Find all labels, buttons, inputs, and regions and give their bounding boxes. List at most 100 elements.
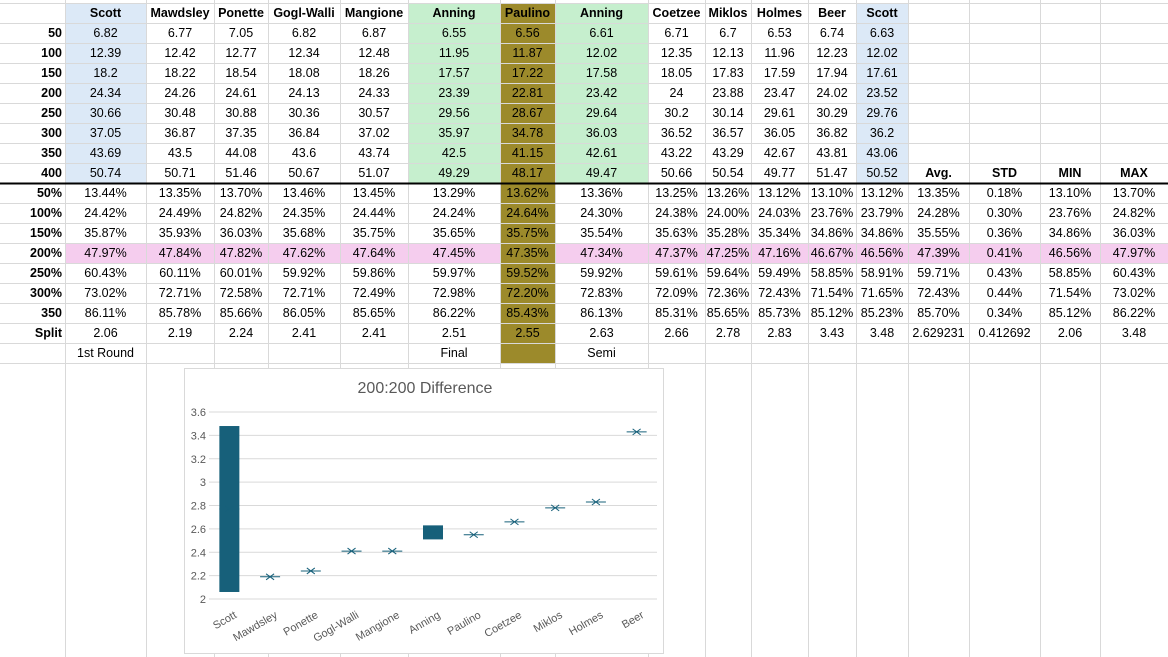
stats-header-max[interactable]: MAX — [1120, 166, 1148, 180]
time-cell[interactable]: 23.88 — [712, 86, 744, 100]
pct-cell[interactable]: 0.18% — [986, 186, 1023, 200]
time-cell[interactable]: 37.35 — [225, 126, 257, 140]
time-cell[interactable]: 18.08 — [288, 66, 320, 80]
time-cell[interactable]: 18.05 — [660, 66, 693, 80]
time-cell[interactable]: 29.64 — [585, 106, 618, 120]
pct-cell[interactable]: 35.63% — [655, 226, 698, 240]
pct-cell[interactable]: 35.68% — [282, 226, 326, 240]
row-label-250[interactable]: 250 — [41, 106, 62, 120]
time-cell[interactable]: 6.71 — [664, 26, 689, 40]
time-cell[interactable]: 49.47 — [585, 166, 618, 180]
time-cell[interactable]: 30.29 — [816, 106, 848, 120]
pct-cell[interactable]: 86.22% — [1112, 306, 1156, 320]
header-beer[interactable]: Beer — [818, 6, 846, 20]
time-cell[interactable]: 12.77 — [225, 46, 257, 60]
time-cell[interactable]: 30.36 — [288, 106, 320, 120]
time-cell[interactable]: 6.53 — [767, 26, 792, 40]
time-cell[interactable]: 17.83 — [712, 66, 744, 80]
pct-cell[interactable]: 59.64% — [706, 266, 750, 280]
time-cell[interactable]: 18.54 — [225, 66, 257, 80]
time-cell[interactable]: 49.77 — [763, 166, 796, 180]
pct-cell[interactable]: 71.54% — [1048, 286, 1092, 300]
pct-cell[interactable]: 72.98% — [432, 286, 476, 300]
pct-cell[interactable]: 35.54% — [580, 226, 623, 240]
pct-cell[interactable]: 72.36% — [706, 286, 750, 300]
pct-cell[interactable]: 59.52% — [506, 266, 549, 280]
pct-cell[interactable]: 13.10% — [810, 186, 854, 200]
time-cell[interactable]: 23.39 — [438, 86, 470, 100]
time-cell[interactable]: 17.22 — [511, 66, 544, 80]
pct-label[interactable]: 300% — [30, 286, 62, 300]
time-cell[interactable]: 50.67 — [288, 166, 320, 180]
pct-cell[interactable]: 3.48 — [869, 326, 895, 340]
pct-cell[interactable]: 72.20% — [506, 286, 549, 300]
time-cell[interactable]: 6.77 — [167, 26, 193, 40]
row-label-50[interactable]: 50 — [48, 26, 62, 40]
time-cell[interactable]: 43.74 — [358, 146, 390, 160]
pct-cell[interactable]: 35.55% — [917, 226, 960, 240]
pct-cell[interactable]: 59.92% — [282, 266, 326, 280]
time-cell[interactable]: 51.46 — [225, 166, 257, 180]
pct-cell[interactable]: 13.35% — [158, 186, 202, 200]
time-cell[interactable]: 12.48 — [358, 46, 390, 60]
time-cell[interactable]: 17.94 — [816, 66, 848, 80]
time-cell[interactable]: 50.66 — [660, 166, 693, 180]
time-cell[interactable]: 42.67 — [763, 146, 796, 160]
stats-header-min[interactable]: MIN — [1058, 166, 1082, 180]
pct-cell[interactable]: 13.70% — [1112, 186, 1156, 200]
time-cell[interactable]: 43.69 — [89, 146, 122, 160]
pct-cell[interactable]: 59.92% — [580, 266, 623, 280]
time-cell[interactable]: 24.33 — [358, 86, 390, 100]
pct-cell[interactable]: 72.58% — [219, 286, 263, 300]
time-cell[interactable]: 23.42 — [585, 86, 618, 100]
pct-cell[interactable]: 24.30% — [580, 206, 623, 220]
row-label-200[interactable]: 200 — [41, 86, 62, 100]
pct-cell[interactable]: 72.43% — [758, 286, 801, 300]
time-cell[interactable]: 36.84 — [288, 126, 320, 140]
pct-label[interactable]: 350 — [41, 306, 62, 320]
pct-cell[interactable]: 13.29% — [432, 186, 476, 200]
time-cell[interactable]: 43.06 — [866, 146, 898, 160]
pct-cell[interactable]: 2.19 — [167, 326, 193, 340]
pct-cell[interactable]: 0.36% — [986, 226, 1023, 240]
pct-cell[interactable]: 47.97% — [1112, 246, 1156, 260]
pct-cell[interactable]: 24.44% — [352, 206, 396, 220]
time-cell[interactable]: 12.02 — [866, 46, 898, 60]
time-cell[interactable]: 24.13 — [288, 86, 320, 100]
pct-cell[interactable]: 86.13% — [580, 306, 623, 320]
pct-cell[interactable]: 24.49% — [158, 206, 202, 220]
pct-cell[interactable]: 47.34% — [580, 246, 623, 260]
pct-cell[interactable]: 13.10% — [1048, 186, 1092, 200]
pct-cell[interactable]: 13.44% — [84, 186, 127, 200]
pct-cell[interactable]: 47.39% — [917, 246, 960, 260]
time-cell[interactable]: 50.54 — [712, 166, 744, 180]
time-cell[interactable]: 44.08 — [225, 146, 257, 160]
time-cell[interactable]: 43.29 — [712, 146, 744, 160]
row-label-300[interactable]: 300 — [41, 126, 62, 140]
time-cell[interactable]: 12.42 — [164, 46, 196, 60]
pct-cell[interactable]: 35.28% — [706, 226, 750, 240]
time-cell[interactable]: 24.61 — [225, 86, 257, 100]
pct-cell[interactable]: 72.49% — [352, 286, 396, 300]
pct-cell[interactable]: 13.62% — [506, 186, 549, 200]
time-cell[interactable]: 23.52 — [866, 86, 898, 100]
pct-cell[interactable]: 85.43% — [506, 306, 549, 320]
pct-cell[interactable]: 13.35% — [917, 186, 960, 200]
pct-cell[interactable]: 47.45% — [432, 246, 476, 260]
time-cell[interactable]: 36.03 — [585, 126, 618, 140]
pct-cell[interactable]: 72.71% — [282, 286, 326, 300]
time-cell[interactable]: 6.7 — [719, 26, 737, 40]
time-cell[interactable]: 12.13 — [712, 46, 744, 60]
pct-cell[interactable]: 59.71% — [917, 266, 960, 280]
pct-cell[interactable]: 35.87% — [84, 226, 127, 240]
pct-cell[interactable]: 58.91% — [860, 266, 904, 280]
pct-cell[interactable]: 86.11% — [84, 306, 127, 320]
pct-cell[interactable]: 24.64% — [506, 206, 549, 220]
time-cell[interactable]: 6.82 — [93, 26, 118, 40]
pct-cell[interactable]: 47.62% — [282, 246, 326, 260]
pct-cell[interactable]: 24.28% — [917, 206, 960, 220]
pct-cell[interactable]: 36.03% — [219, 226, 263, 240]
pct-cell[interactable]: 24.35% — [282, 206, 326, 220]
pct-cell[interactable]: 60.11% — [159, 266, 201, 280]
pct-cell[interactable]: 58.85% — [1048, 266, 1092, 280]
